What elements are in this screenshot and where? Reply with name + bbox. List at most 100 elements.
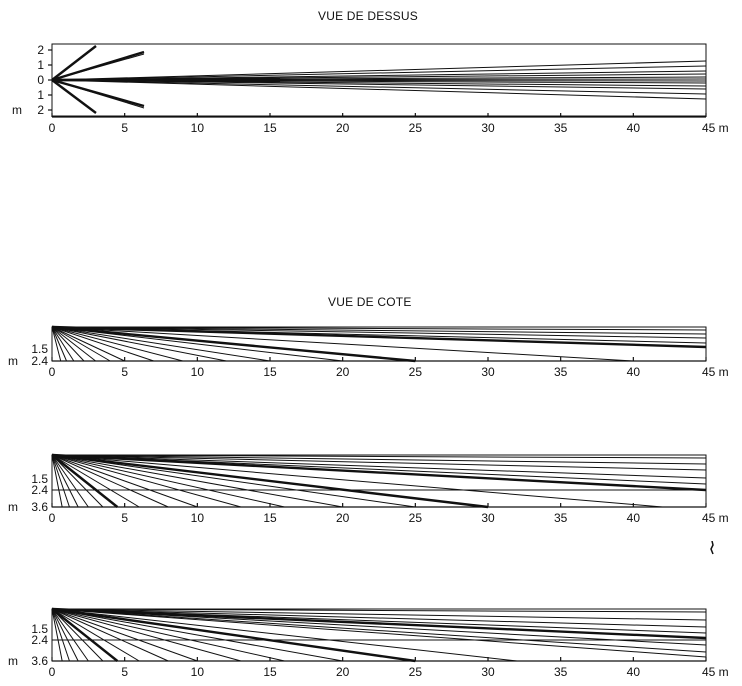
y-unit-label: m [8, 354, 18, 368]
y-tick-label: 0 [37, 73, 44, 87]
x-tick-label: 45 m [702, 511, 729, 525]
detection-ray [51, 454, 285, 508]
detection-ray [51, 60, 707, 81]
x-tick-label: 20 [336, 365, 350, 379]
detection-ray [51, 453, 489, 509]
detection-ray [51, 454, 169, 508]
x-tick-label: 30 [481, 511, 495, 525]
detection-ray [51, 326, 96, 362]
x-tick-label: 5 [121, 511, 128, 525]
x-tick-label: 0 [49, 511, 56, 525]
x-tick-label: 5 [121, 665, 128, 679]
detection-ray [51, 454, 663, 508]
y-unit-label: m [12, 103, 22, 117]
x-tick-label: 5 [121, 365, 128, 379]
y-tick-label: 1.5 [31, 622, 48, 636]
detection-ray [51, 326, 62, 362]
y-tick-label: 1.5 [31, 472, 48, 486]
detection-ray [51, 78, 281, 83]
detection-ray [51, 454, 242, 508]
detection-ray [51, 325, 707, 349]
x-tick-label: 20 [336, 121, 350, 135]
detection-ray [51, 607, 707, 640]
detection-ray [51, 454, 104, 508]
detection-ray [51, 326, 707, 339]
detection-ray [51, 454, 70, 508]
x-tick-label: 20 [336, 511, 350, 525]
detection-ray [51, 454, 140, 508]
detection-ray [51, 326, 707, 331]
x-tick-label: 10 [191, 511, 205, 525]
x-tick-label: 0 [49, 665, 56, 679]
detection-ray [51, 608, 707, 628]
detection-ray [51, 65, 707, 81]
detection-ray [51, 608, 104, 662]
detection-ray [51, 454, 707, 459]
detection-ray [51, 454, 198, 508]
x-tick-label: 40 [627, 365, 641, 379]
x-tick-label: 35 [554, 511, 568, 525]
detection-ray [51, 454, 63, 508]
speck-mark [710, 541, 714, 555]
x-tick-label: 10 [191, 365, 205, 379]
detection-ray [51, 608, 707, 658]
detection-ray [51, 53, 145, 81]
detection-ray [51, 608, 89, 662]
detection-ray [51, 608, 169, 662]
x-tick-label: 25 [409, 121, 423, 135]
x-tick-label: 25 [409, 365, 423, 379]
x-tick-label: 25 [409, 665, 423, 679]
detection-ray [51, 454, 416, 508]
x-tick-label: 15 [263, 121, 277, 135]
detection-ray [51, 608, 707, 621]
detection-ray [51, 454, 89, 508]
x-tick-label: 45 m [702, 665, 729, 679]
detection-ray [51, 325, 416, 363]
detection-ray [51, 326, 707, 335]
y-tick-label: 2.4 [31, 633, 48, 647]
detection-ray [51, 454, 707, 465]
detection-ray [51, 454, 707, 471]
detection-ray [51, 608, 285, 662]
x-tick-label: 15 [263, 665, 277, 679]
x-tick-label: 25 [409, 511, 423, 525]
detection-ray [51, 608, 707, 646]
detection-ray [51, 608, 63, 662]
detection-ray [51, 608, 242, 662]
y-tick-label: 1 [37, 88, 44, 102]
x-tick-label: 0 [49, 365, 56, 379]
detection-ray [51, 608, 119, 662]
detection-ray [51, 608, 518, 662]
x-tick-label: 15 [263, 365, 277, 379]
x-tick-label: 30 [481, 665, 495, 679]
detection-ray [51, 326, 125, 362]
x-tick-label: 40 [627, 665, 641, 679]
top-view-title: VUE DE DESSUS [318, 9, 418, 23]
detection-ray [51, 326, 154, 362]
detection-ray [51, 454, 119, 508]
x-tick-label: 15 [263, 511, 277, 525]
detection-ray [51, 79, 97, 114]
detection-ray [51, 326, 227, 362]
detection-ray [51, 326, 343, 362]
x-tick-label: 5 [121, 121, 128, 135]
detection-ray [51, 607, 416, 663]
y-tick-label: 1 [37, 58, 44, 72]
detection-ray [51, 326, 111, 362]
x-tick-label: 45 m [702, 121, 729, 135]
detection-ray [51, 453, 707, 492]
detection-ray [51, 608, 70, 662]
y-tick-label: 3.6 [31, 654, 48, 668]
x-tick-label: 30 [481, 365, 495, 379]
detection-ray [51, 454, 79, 508]
detection-ray [51, 608, 707, 613]
x-tick-label: 35 [554, 121, 568, 135]
detection-ray [51, 326, 183, 362]
detection-ray [51, 79, 707, 100]
detection-ray [51, 454, 343, 508]
detection-ray [51, 326, 67, 362]
detection-ray [51, 608, 198, 662]
x-tick-label: 40 [627, 511, 641, 525]
detection-ray [51, 608, 140, 662]
side-view-title: VUE DE COTE [328, 295, 412, 309]
